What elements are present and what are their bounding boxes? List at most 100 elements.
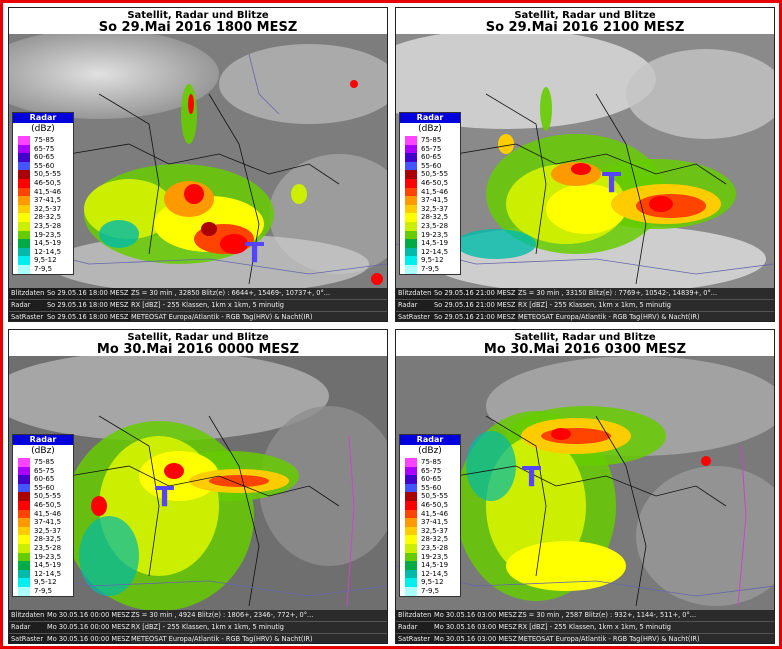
info-label-blitz: Blitzdaten xyxy=(9,288,47,299)
legend-label: 37-41,5 xyxy=(421,196,449,205)
legend-label: 12-14,5 xyxy=(421,569,449,578)
panel-title-line: Satellit, Radar und Blitze xyxy=(127,332,269,343)
legend-swatch xyxy=(405,526,417,536)
legend-swatch xyxy=(18,256,30,265)
legend-swatch xyxy=(18,136,30,145)
legend-label: 28-32,5 xyxy=(34,213,62,222)
info-time-blitz: So 29.05.16 21:00 MESZ xyxy=(434,288,518,299)
legend-row: 7-9,5 xyxy=(400,264,460,274)
legend-label: 37-41,5 xyxy=(34,196,62,205)
legend-label: 50,5-55 xyxy=(421,170,449,179)
legend-label: 50,5-55 xyxy=(34,492,62,501)
legend-row: 55-60 xyxy=(13,483,73,493)
legend-label: 14,5-19 xyxy=(421,561,449,570)
legend-swatch xyxy=(405,247,417,257)
legend-row: 46-50,5 xyxy=(13,178,73,188)
info-label-sat: SatRaster xyxy=(396,312,434,321)
legend-label: 9,5-12 xyxy=(421,578,444,587)
legend-label: 12-14,5 xyxy=(34,569,62,578)
legend-label: 14,5-19 xyxy=(34,561,62,570)
radar-legend: Radar (dBz) 75-85 65-75 60-65 55-60 50,5-55 4… xyxy=(399,112,461,275)
legend-rows: 75-85 65-75 60-65 55-60 50,5-55 46-50,5 41,5-4… xyxy=(400,458,460,596)
legend-swatch xyxy=(405,586,417,596)
legend-row: 41,5-46 xyxy=(13,187,73,197)
legend-swatch xyxy=(405,256,417,265)
legend-row: 9,5-12 xyxy=(400,578,460,587)
legend-row: 9,5-12 xyxy=(13,256,73,265)
legend-swatch xyxy=(405,569,417,579)
legend-unit: (dBz) xyxy=(418,446,442,456)
info-text-radar: RX [dBZ] - 255 Klassen, 1km x 1km, 5 min… xyxy=(131,301,284,309)
legend-row: 46-50,5 xyxy=(13,500,73,510)
panel-title: Satellit, Radar und Blitze So 29.Mai 201… xyxy=(9,8,387,34)
legend-swatch xyxy=(18,264,30,274)
legend-row: 37-41,5 xyxy=(400,518,460,527)
legend-row: 46-50,5 xyxy=(400,178,460,188)
info-text-blitz: ZS = 30 min , 2587 Blitz(e) : 932+, 1144… xyxy=(518,611,697,619)
legend-swatch xyxy=(18,466,30,476)
legend-unit: (dBz) xyxy=(31,124,55,134)
panel-title: Satellit, Radar und Blitze Mo 30.Mai 201… xyxy=(9,330,387,356)
legend-label: 19-23,5 xyxy=(421,552,449,561)
radar-legend: Radar (dBz) 75-85 65-75 60-65 55-60 50,5-55 4… xyxy=(399,434,461,597)
info-time-sat: So 29.05.16 21:00 MESZ xyxy=(434,312,518,321)
info-time-radar: Mo 30.05.16 00:00 MESZ xyxy=(47,622,131,633)
legend-row: 50,5-55 xyxy=(400,170,460,179)
info-label-blitz: Blitzdaten xyxy=(396,288,434,299)
info-bar: Blitzdaten Mo 30.05.16 03:00 MESZ ZS = 30 … xyxy=(396,610,774,643)
legend-swatch xyxy=(18,543,30,553)
legend-label: 55-60 xyxy=(34,483,55,492)
legend-label: 12-14,5 xyxy=(421,247,449,256)
legend-swatch xyxy=(18,170,30,179)
legend-swatch xyxy=(18,475,30,484)
legend-row: 75-85 xyxy=(400,136,460,145)
legend-row: 28-32,5 xyxy=(13,535,73,544)
legend-swatch xyxy=(18,535,30,544)
legend-row: 23,5-28 xyxy=(13,221,73,231)
legend-swatch xyxy=(405,543,417,553)
info-text-sat: METEOSAT Europa/Atlantik - RGB Tag(HRV) … xyxy=(518,313,700,321)
legend-swatch xyxy=(405,221,417,231)
legend-row: 50,5-55 xyxy=(13,492,73,501)
legend-row: 65-75 xyxy=(13,466,73,476)
legend-label: 28-32,5 xyxy=(34,535,62,544)
legend-row: 32,5-37 xyxy=(400,204,460,214)
legend-swatch xyxy=(18,161,30,171)
legend-row: 19-23,5 xyxy=(400,552,460,562)
legend-swatch xyxy=(18,144,30,154)
legend-row: 32,5-37 xyxy=(13,204,73,214)
legend-label: 32,5-37 xyxy=(421,526,449,535)
legend-label: 46-50,5 xyxy=(421,500,449,509)
legend-row: 9,5-12 xyxy=(400,256,460,265)
legend-row: 23,5-28 xyxy=(400,221,460,231)
legend-swatch xyxy=(405,458,417,467)
legend-label: 46-50,5 xyxy=(421,178,449,187)
legend-swatch xyxy=(18,213,30,222)
legend-row: 41,5-46 xyxy=(400,187,460,197)
legend-swatch xyxy=(405,264,417,274)
legend-header: Radar xyxy=(13,435,73,445)
panel-datetime: Mo 30.Mai 2016 0300 MESZ xyxy=(483,342,687,357)
legend-swatch xyxy=(405,492,417,501)
info-text-blitz: ZS = 30 min , 32850 Blitz(e) : 6644+, 15… xyxy=(131,289,331,297)
legend-label: 46-50,5 xyxy=(34,178,62,187)
legend-row: 75-85 xyxy=(13,136,73,145)
legend-row: 55-60 xyxy=(400,483,460,493)
legend-label: 32,5-37 xyxy=(421,204,449,213)
info-label-sat: SatRaster xyxy=(9,634,47,643)
legend-label: 14,5-19 xyxy=(34,239,62,248)
legend-row: 19-23,5 xyxy=(13,552,73,562)
info-label-radar: Radar xyxy=(396,300,434,311)
legend-row: 28-32,5 xyxy=(400,213,460,222)
legend-swatch xyxy=(405,578,417,587)
legend-label: 23,5-28 xyxy=(34,543,62,552)
legend-row: 50,5-55 xyxy=(400,492,460,501)
legend-label: 65-75 xyxy=(421,144,442,153)
legend-row: 60-65 xyxy=(400,153,460,162)
legend-swatch xyxy=(18,586,30,596)
legend-swatch xyxy=(405,196,417,205)
legend-swatch xyxy=(405,204,417,214)
low-pressure-marker: T xyxy=(245,236,264,269)
legend-label: 14,5-19 xyxy=(421,239,449,248)
legend-label: 19-23,5 xyxy=(34,230,62,239)
